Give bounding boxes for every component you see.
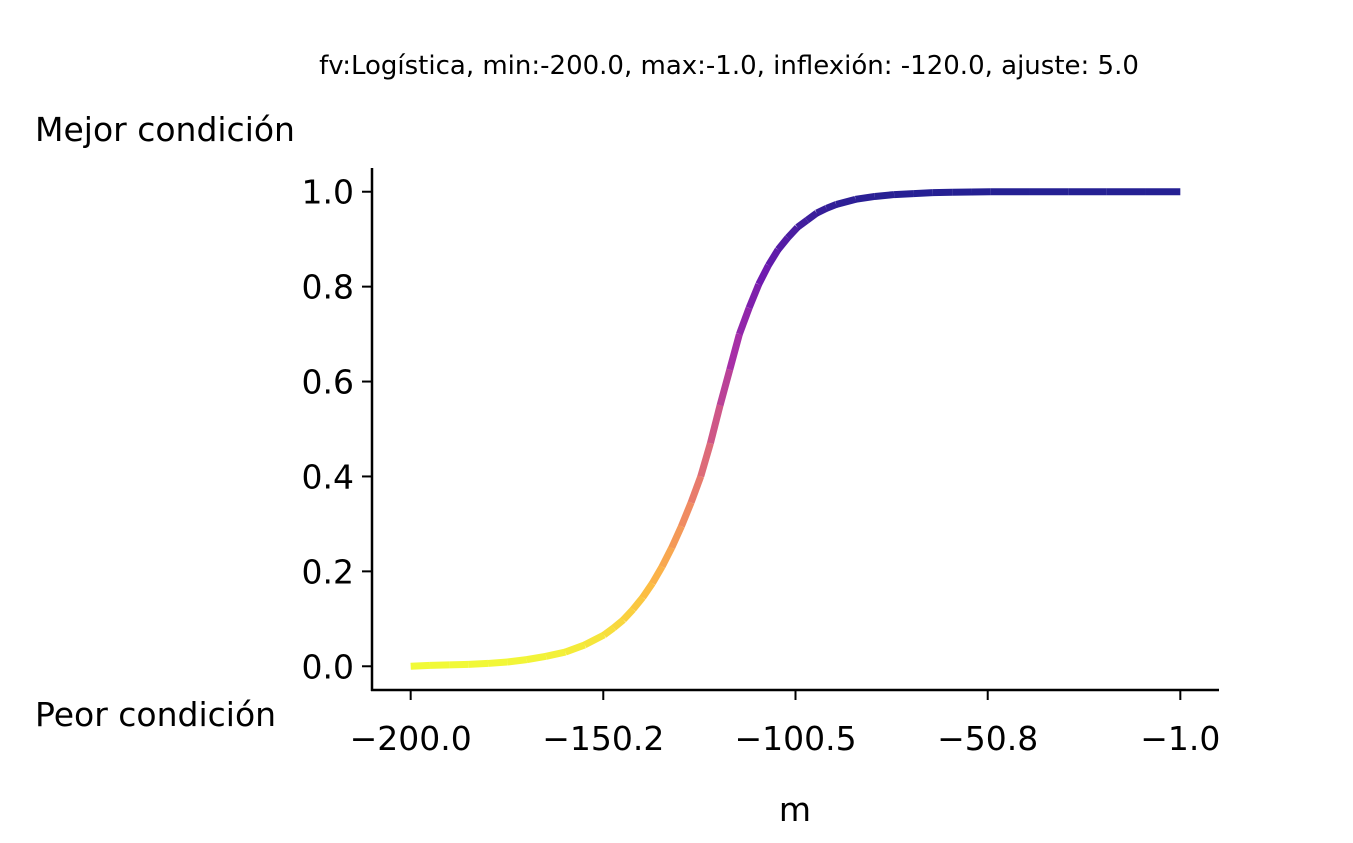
- y-axis-ticks: 0.0 0.2 0.4 0.6 0.8 1.0: [302, 173, 372, 686]
- y-tick-label: 0.0: [302, 647, 354, 686]
- curve-segment: [487, 658, 508, 667]
- curve-segment: [687, 475, 705, 504]
- curve-segment: [649, 564, 666, 585]
- curve-segment: [611, 617, 626, 631]
- x-tick-label: −100.5: [734, 719, 856, 758]
- curve-segment: [697, 442, 714, 478]
- curve-segment: [506, 656, 528, 666]
- curve-segment: [630, 595, 646, 612]
- worst-condition-label: Peor condición: [35, 695, 276, 734]
- curve-segment: [805, 210, 819, 224]
- curve-segment: [765, 247, 782, 268]
- curve-segment: [620, 606, 636, 623]
- curve-segment: [716, 368, 734, 407]
- x-tick-label: −1.0: [1140, 719, 1220, 758]
- curve-segment: [755, 263, 772, 286]
- curve-segment: [658, 546, 675, 569]
- curve-segment: [668, 524, 685, 550]
- curve-series: [410, 188, 1181, 670]
- curve-segment: [545, 648, 567, 660]
- curve-segment: [526, 652, 547, 664]
- x-axis-ticks: −200.0 −150.2 −100.5 −50.8 −1.0: [350, 690, 1220, 758]
- curve-segment: [564, 641, 586, 656]
- x-tick-label: −50.8: [937, 719, 1038, 758]
- curve-segment: [913, 189, 933, 198]
- x-tick-label: −200.0: [350, 719, 472, 758]
- y-tick-label: 0.6: [302, 363, 354, 402]
- y-tick-label: 0.8: [302, 268, 354, 307]
- curve-segment: [854, 193, 876, 203]
- y-tick-label: 0.2: [302, 552, 354, 591]
- curve-segment: [601, 625, 616, 638]
- curve-segment: [639, 581, 656, 600]
- curve-segment: [583, 631, 606, 649]
- x-tick-label: −150.2: [542, 719, 664, 758]
- y-tick-label: 0.4: [302, 457, 354, 496]
- curve-segment: [785, 224, 800, 241]
- curve-segment: [678, 501, 695, 528]
- curve-segment: [795, 217, 810, 231]
- curve-segment: [707, 404, 724, 445]
- curve-segment: [736, 306, 753, 336]
- curve-segment: [893, 190, 914, 199]
- x-axis-label: m: [779, 790, 811, 829]
- chart-title: fv:Logística, min:-200.0, max:-1.0, infl…: [319, 51, 1139, 81]
- curve-segment: [835, 195, 857, 208]
- curve-segment: [815, 205, 828, 217]
- curve-segment: [874, 191, 895, 200]
- y-tick-label: 1.0: [302, 173, 354, 212]
- curve-segment: [745, 282, 763, 310]
- curve-segment: [410, 661, 431, 670]
- curve-segment: [468, 659, 489, 668]
- curve-segment: [825, 201, 838, 212]
- best-condition-label: Mejor condición: [35, 110, 295, 149]
- curve-segment: [775, 235, 791, 252]
- curve-segment: [726, 333, 743, 371]
